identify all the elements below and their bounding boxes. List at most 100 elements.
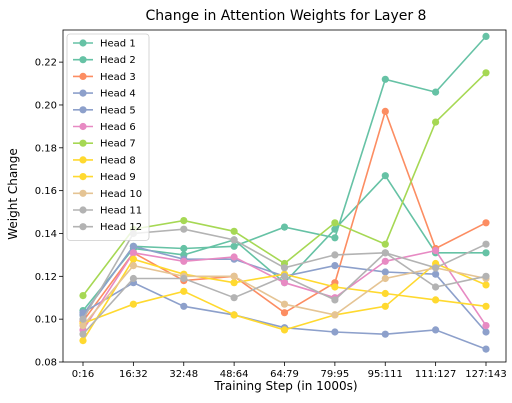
legend-label: Head 7 bbox=[100, 139, 136, 150]
legend-swatch-marker bbox=[79, 139, 87, 147]
legend-swatch-marker bbox=[79, 173, 87, 181]
legend-swatch-marker bbox=[79, 39, 87, 47]
legend-swatch-marker bbox=[79, 89, 87, 97]
legend-label: Head 6 bbox=[100, 122, 136, 133]
series-2-point bbox=[381, 172, 389, 180]
legend-label: Head 11 bbox=[100, 206, 142, 217]
series-7-point bbox=[381, 240, 389, 248]
legend-swatch-marker bbox=[79, 223, 87, 231]
series-8-point bbox=[432, 296, 440, 304]
series-11-point bbox=[280, 272, 289, 280]
series-12-point bbox=[331, 251, 339, 259]
y-tick-label: 0.16 bbox=[35, 186, 57, 197]
series-4-point bbox=[331, 262, 339, 270]
y-tick-label: 0.18 bbox=[35, 143, 57, 154]
series-7-point bbox=[180, 217, 188, 225]
series-11-point bbox=[180, 274, 188, 283]
x-axis-label: Training Step (in 1000s) bbox=[213, 379, 357, 393]
x-tick-label: 95:111 bbox=[368, 369, 403, 380]
plot-area: 0.08 0.10 0.12 0.14 0.16 0.18 0.20 0.22 0:16 16:3… bbox=[35, 29, 507, 380]
x-tick-label: 79:95 bbox=[320, 369, 349, 380]
x-tick-label: 0:16 bbox=[72, 369, 94, 380]
series-12-point bbox=[381, 249, 389, 257]
series-12-point bbox=[482, 240, 490, 248]
legend-label: Head 1 bbox=[100, 39, 136, 50]
series-10-point bbox=[280, 300, 289, 308]
x-tick-label: 64:79 bbox=[270, 369, 299, 380]
series-10-point bbox=[331, 311, 339, 319]
series-6-point bbox=[482, 322, 490, 330]
y-tick-label: 0.10 bbox=[35, 315, 57, 326]
y-tick-label: 0.08 bbox=[35, 358, 57, 369]
series-4-point bbox=[381, 268, 389, 276]
series-1-point bbox=[482, 32, 490, 41]
legend-label: Head 4 bbox=[100, 89, 136, 100]
series-7-point bbox=[230, 227, 238, 235]
series-3-point bbox=[280, 309, 289, 317]
legend-swatch-marker bbox=[79, 189, 87, 197]
series-2-point bbox=[482, 249, 490, 257]
x-tick-label: 111:127 bbox=[415, 369, 457, 380]
series-5-point bbox=[482, 345, 490, 353]
series-8-point bbox=[482, 302, 490, 310]
series-5-point bbox=[180, 302, 188, 310]
legend-swatch-marker bbox=[79, 72, 87, 80]
series-5-point bbox=[432, 326, 440, 334]
series-11-point bbox=[79, 330, 87, 338]
y-axis-label: Weight Change bbox=[6, 148, 20, 240]
legend-label: Head 10 bbox=[100, 189, 142, 200]
series-8-point bbox=[331, 283, 339, 291]
series-7-point bbox=[482, 69, 490, 77]
series-1-point bbox=[280, 223, 289, 231]
series-4-point bbox=[482, 328, 490, 336]
series-1-point bbox=[331, 234, 339, 242]
chart-title: Change in Attention Weights for Layer 8 bbox=[146, 8, 427, 24]
y-tick-label: 0.22 bbox=[35, 58, 57, 69]
series-11-point bbox=[230, 294, 238, 302]
series-6-point bbox=[129, 249, 137, 257]
series-9-point bbox=[482, 281, 490, 289]
series-7-point bbox=[331, 219, 339, 227]
legend: Head 1 Head 2 Head 3 Head 4 Head 5 Head 6 Head… bbox=[66, 33, 150, 241]
series-5-point bbox=[79, 309, 87, 317]
series-12-point bbox=[432, 264, 440, 272]
y-tick-label: 0.14 bbox=[35, 229, 57, 240]
series-2-point bbox=[331, 225, 339, 233]
series-9-point bbox=[280, 326, 289, 334]
series-6-point bbox=[230, 253, 238, 261]
series-11-point bbox=[482, 272, 490, 280]
x-tick-label: 32:48 bbox=[169, 369, 198, 380]
series-1-point bbox=[381, 75, 389, 83]
series-10-point bbox=[129, 262, 137, 270]
x-tick-label: 127:143 bbox=[465, 369, 507, 380]
series-6-point bbox=[180, 257, 188, 265]
series-6-point bbox=[381, 257, 389, 265]
series-10-point bbox=[79, 322, 87, 330]
legend-label: Head 12 bbox=[100, 222, 142, 233]
series-8-point bbox=[230, 279, 238, 287]
legend-swatch-marker bbox=[79, 56, 87, 64]
series-8-point bbox=[129, 255, 137, 263]
legend-label: Head 5 bbox=[100, 105, 136, 116]
y-tick-label: 0.12 bbox=[35, 272, 57, 283]
legend-label: Head 8 bbox=[100, 155, 136, 166]
series-4-point bbox=[432, 270, 440, 278]
series-9-point bbox=[230, 311, 238, 319]
series-7-point bbox=[432, 118, 440, 126]
legend-label: Head 9 bbox=[100, 172, 136, 183]
series-5-point bbox=[331, 328, 339, 336]
x-tick-label: 48:64 bbox=[220, 369, 249, 380]
series-11-point bbox=[432, 283, 440, 291]
series-11-point bbox=[129, 274, 137, 283]
legend-swatch-marker bbox=[79, 122, 87, 131]
series-8-point bbox=[79, 337, 87, 345]
series-9-point bbox=[381, 302, 389, 310]
legend-swatch-marker bbox=[79, 106, 87, 114]
legend-label: Head 3 bbox=[100, 72, 136, 83]
y-tick-label: 0.20 bbox=[35, 100, 57, 111]
x-tick-label: 16:32 bbox=[119, 369, 148, 380]
series-6-point bbox=[432, 247, 440, 255]
series-8-point bbox=[381, 289, 389, 298]
